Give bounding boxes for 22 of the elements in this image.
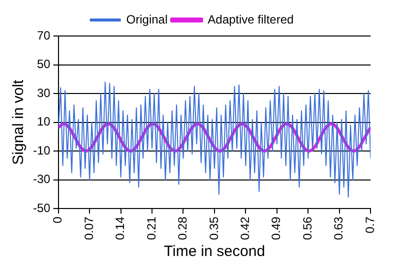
y-tick-label: 30 [36, 86, 51, 100]
x-tick-label: 0.56 [300, 216, 314, 240]
x-axis-title: Time in second [164, 243, 266, 260]
y-tick-label: -50 [33, 200, 51, 215]
x-tick-label: 0.14 [113, 216, 128, 240]
x-tick-label: 0 [50, 216, 65, 224]
y-tick-label: 10 [36, 114, 51, 129]
y-tick-label: 50 [36, 57, 51, 72]
legend-label: Original [126, 12, 168, 26]
legend-label: Adaptive filtered [208, 12, 294, 26]
y-tick-label: -10 [33, 143, 51, 158]
y-tick-label: -30 [33, 172, 51, 186]
x-tick-label: 0.07 [82, 216, 96, 240]
x-tick-label: 0.7 [362, 216, 377, 234]
x-tick-label: 0.35 [206, 216, 221, 240]
x-tick-label: 0.49 [269, 216, 284, 240]
y-tick-label: 70 [36, 28, 51, 42]
y-axis-title: Signal in volt [10, 78, 28, 165]
x-tick-label: 0.42 [238, 216, 252, 240]
x-tick-label: 0.28 [176, 216, 190, 240]
x-tick-label: 0.63 [332, 216, 346, 240]
x-tick-label: 0.21 [144, 216, 158, 240]
